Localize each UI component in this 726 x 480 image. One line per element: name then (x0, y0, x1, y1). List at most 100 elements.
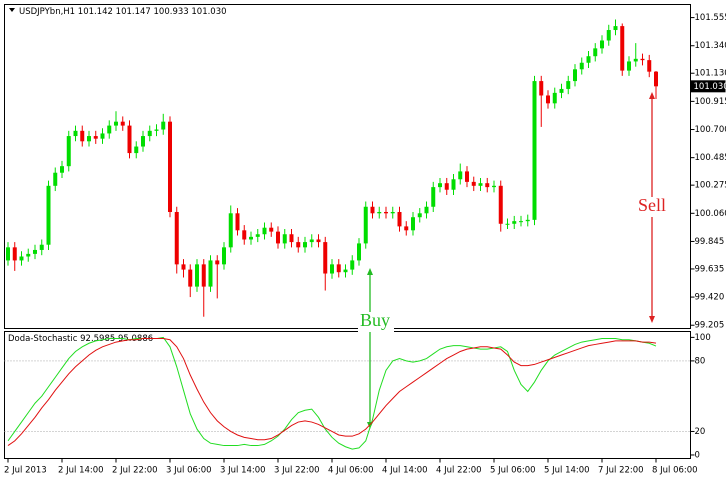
candle-body (80, 130, 85, 142)
stochastic-line (7, 336, 657, 450)
candle-body (134, 146, 139, 154)
x-tick-label: 2 Jul 14:00 (58, 466, 104, 476)
candle-body (566, 81, 571, 89)
last-high: 101.147 (116, 7, 151, 17)
last-open: 101.142 (78, 7, 113, 17)
candle-body (195, 264, 199, 287)
buy-label-bg (358, 312, 394, 332)
candle-body (269, 227, 274, 232)
candle-body (87, 136, 91, 142)
sell-arrow-head (649, 316, 655, 323)
candle-body (93, 136, 98, 139)
candle-body (465, 171, 469, 182)
candle-body (141, 136, 145, 147)
candle-body (478, 183, 483, 186)
candle-body (512, 221, 517, 224)
candle-body (330, 264, 334, 274)
candle-body (525, 219, 530, 222)
candle-body (188, 269, 193, 287)
candle-body (458, 171, 463, 180)
candle-body (647, 60, 652, 72)
candle-body (654, 71, 658, 87)
candle-body (471, 181, 476, 186)
candle-body (593, 48, 598, 57)
candle-body (228, 213, 233, 248)
candle-body (73, 130, 78, 137)
candle-body (127, 125, 132, 154)
x-tick-label: 3 Jul 06:00 (166, 466, 212, 476)
candle-body (579, 62, 584, 70)
candle-body (249, 236, 253, 240)
candle-body (431, 187, 436, 207)
candle-body (303, 242, 307, 248)
candle-body (215, 260, 220, 265)
price-panel (4, 4, 691, 329)
x-tick-label: 4 Jul 22:00 (436, 466, 482, 476)
candle-body (6, 247, 10, 261)
last-low: 100.933 (154, 7, 189, 17)
candle-body (26, 253, 31, 257)
candle-body (606, 30, 611, 41)
y-tick-label: 100.700 (695, 125, 726, 135)
price-title: USDJPYbn,H1 101.142 101.147 100.933 101.… (19, 7, 227, 17)
x-tick-label: 5 Jul 06:00 (490, 466, 536, 476)
k-value: 92.5985 (80, 334, 115, 344)
candle-body (235, 213, 240, 231)
stochastic-line (7, 338, 657, 446)
y-tick-label: 99.635 (695, 264, 725, 274)
y-tick-label: 100.275 (695, 181, 726, 191)
candle-body (276, 231, 280, 244)
candle-body (397, 211, 402, 227)
candle-body (357, 243, 361, 261)
candle-body (384, 211, 388, 214)
x-tick-label: 8 Jul 06:00 (652, 466, 698, 476)
y-tick-label: 100 (695, 333, 711, 343)
candle-body (262, 227, 267, 235)
candle-body (620, 26, 625, 71)
candle-body (39, 244, 44, 250)
candle-body (201, 264, 206, 287)
y-tick-label: 99.845 (695, 237, 725, 247)
indicator-name: Doda-Stochastic (8, 334, 78, 344)
candle-body (181, 264, 186, 270)
candle-body (498, 185, 503, 224)
candle-body (208, 260, 213, 287)
candle-body (532, 81, 537, 220)
candle-body (161, 121, 166, 130)
candle-body (282, 234, 287, 244)
candle-body (539, 81, 544, 96)
candle-body (559, 88, 564, 93)
candle-body (390, 211, 395, 214)
sell-arrow-head (649, 92, 655, 99)
candle-body (336, 264, 341, 273)
indicator-panel (4, 331, 691, 459)
x-tick-label: 5 Jul 14:00 (544, 466, 590, 476)
sell-label-bg (634, 197, 670, 217)
menu-icon (9, 8, 15, 12)
candle-body (438, 183, 442, 188)
candle-body (33, 249, 37, 254)
candle-body (147, 130, 152, 137)
candle-body (411, 217, 415, 231)
y-tick-label: 100.060 (695, 209, 726, 219)
last-price-label: 101.030 (694, 82, 726, 92)
candle-body (168, 121, 172, 212)
candle-body (377, 211, 382, 214)
candle-body (19, 256, 24, 261)
y-tick-label: 101.130 (695, 69, 726, 79)
candle-body (316, 239, 321, 243)
last-price-box (690, 80, 726, 93)
candle-body (633, 58, 638, 62)
candle-body (309, 239, 314, 243)
candle-body (451, 179, 456, 190)
candle-body (289, 234, 294, 243)
y-tick-label: 101.340 (695, 41, 726, 51)
y-tick-label: 99.420 (695, 293, 725, 303)
x-tick-label: 3 Jul 22:00 (274, 466, 320, 476)
candle-body (613, 26, 618, 31)
candle-body (546, 95, 550, 104)
y-tick-label: 101.555 (695, 13, 726, 23)
candle-body (120, 121, 125, 126)
y-tick-label: 100.485 (695, 153, 726, 163)
candle-body (600, 40, 604, 49)
